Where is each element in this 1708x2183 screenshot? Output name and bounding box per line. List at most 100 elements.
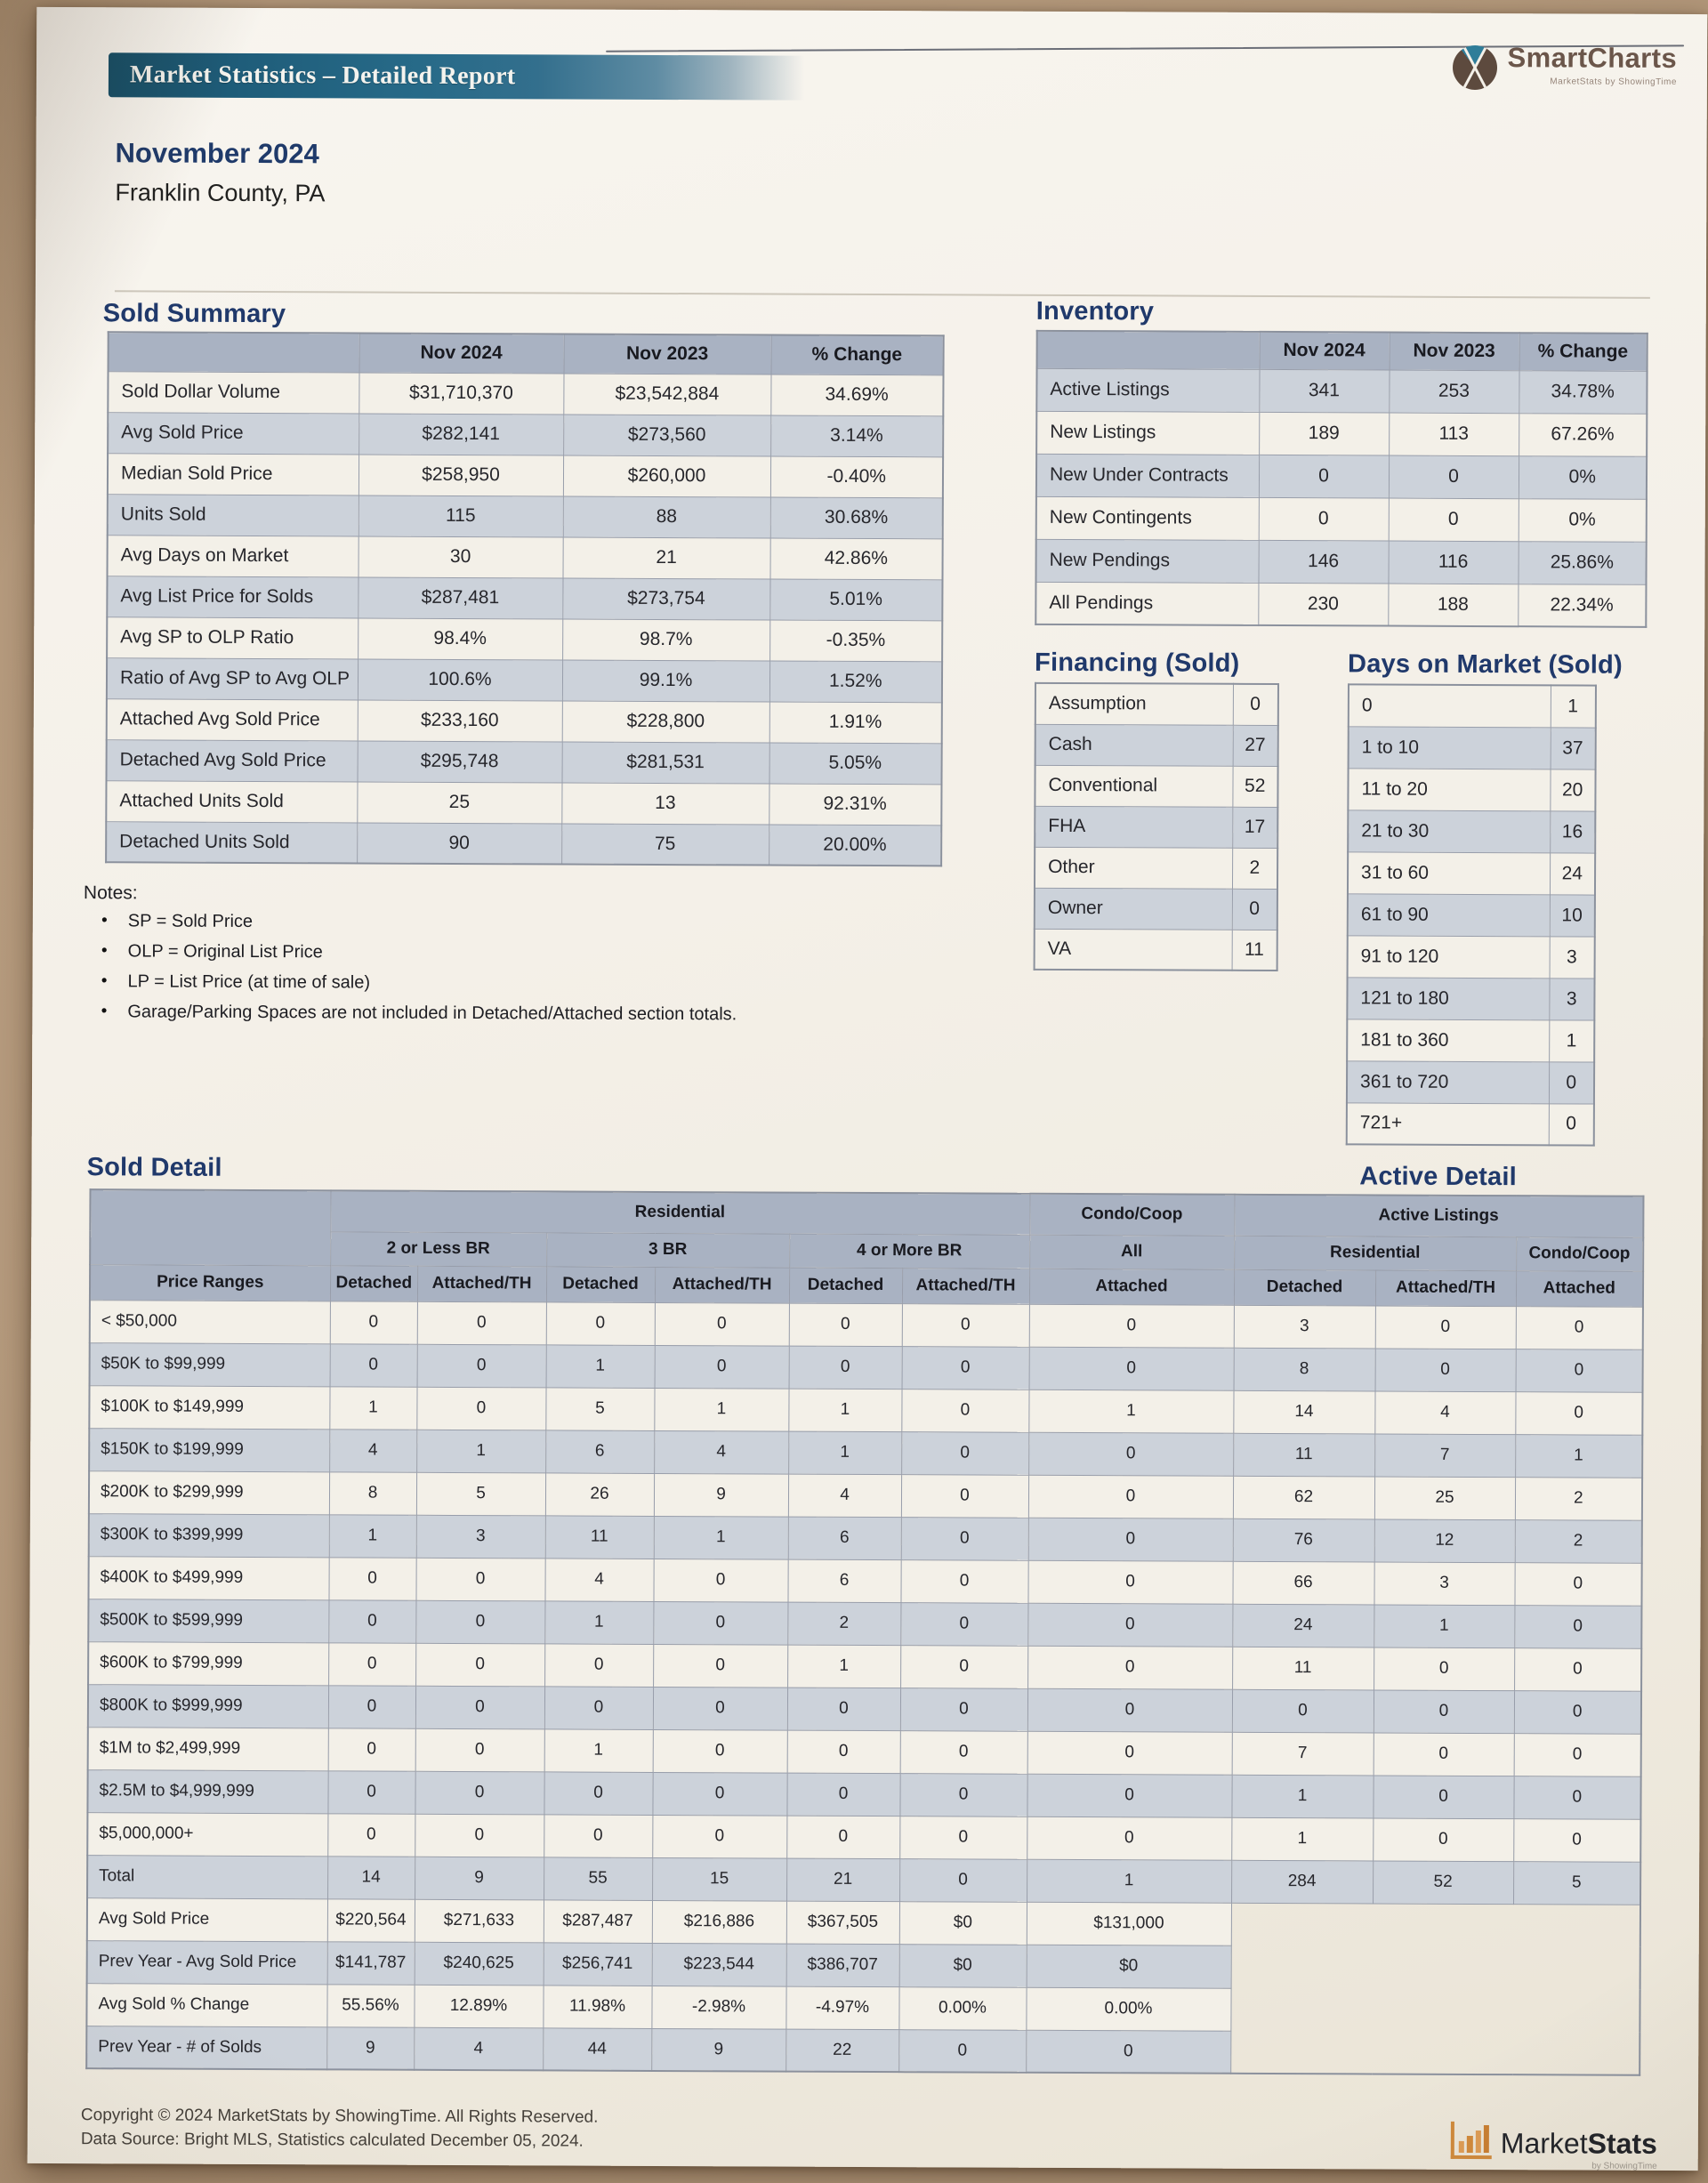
divider-line	[114, 290, 1650, 299]
sold-4br-attached: $0	[898, 1901, 1027, 1945]
copyright-line: Copyright © 2024 MarketStats by ShowingT…	[80, 2106, 599, 2127]
days-on-market-table: 0 1 1 to 10 37 11 to 20 20 21 to 30	[1345, 683, 1597, 1147]
table-row: Detached Units Sold 90 75 20.00%	[106, 821, 942, 866]
sold-3br-attached: 0	[653, 1600, 788, 1645]
value-nov-2024: 100.6%	[357, 658, 563, 701]
sold-4br-attached: 0	[900, 1602, 1028, 1646]
dom-count: 24	[1549, 852, 1596, 895]
value-pct-change: 42.86%	[769, 537, 943, 580]
value-pct-change: 67.26%	[1519, 413, 1648, 456]
dom-range-label: 21 to 30	[1348, 810, 1551, 853]
table-row: Median Sold Price $258,950 $260,000 -0.4…	[107, 453, 944, 498]
value-nov-2024: 30	[358, 536, 563, 578]
sold-4br-detached: -4.97%	[786, 1986, 899, 2030]
dom-count: 0	[1548, 1061, 1595, 1104]
active-attached-th-header: Attached/TH	[1374, 1269, 1517, 1307]
report-region: Franklin County, PA	[115, 179, 326, 207]
col-header-nov-2024: Nov 2024	[359, 333, 564, 374]
report-month-title: November 2024	[115, 137, 319, 170]
value-pct-change: 0%	[1518, 498, 1647, 542]
active-condo-attached: 0	[1513, 1690, 1642, 1734]
dom-range-label: 181 to 360	[1347, 1019, 1550, 1062]
value-nov-2023: $23,542,884	[563, 373, 771, 415]
table-row: New Pendings 146 116 25.86%	[1035, 538, 1647, 584]
value-nov-2023: $273,754	[562, 577, 770, 620]
metric-label: Sold Dollar Volume	[108, 371, 359, 414]
metric-label: Avg Days on Market	[107, 535, 359, 577]
condo-attached-header: Attached	[1028, 1268, 1235, 1305]
price-range-row: $2.5M to $4,999,999 0 0 0 0 0 0 0 1 0 0	[87, 1769, 1641, 1819]
table-row: All Pendings 230 188 22.34%	[1035, 581, 1647, 627]
sold-condo-attached: 1	[1028, 1389, 1234, 1433]
dom-range-label: 11 to 20	[1348, 768, 1551, 811]
active-attached-th: 0	[1373, 1732, 1514, 1776]
sold-3br-detached: 0	[544, 1814, 653, 1857]
dom-range-label: 61 to 90	[1347, 893, 1550, 937]
sold-condo-attached: 0	[1027, 1559, 1233, 1604]
sold-3br-detached: $256,741	[543, 1942, 652, 1986]
col-header-nov-2023: Nov 2023	[563, 334, 771, 375]
sold-3br-attached: 4	[654, 1430, 789, 1474]
sold-3br-attached: $223,544	[651, 1942, 786, 1986]
col-header-pct-change: % Change	[770, 334, 944, 375]
sold-2br-attached: 9	[415, 1856, 544, 1900]
value-nov-2023: 0	[1388, 497, 1519, 542]
sold-3br-detached: 1	[544, 1600, 654, 1644]
value-nov-2024: 146	[1258, 539, 1389, 584]
sold-2br-detached: 9	[326, 2026, 415, 2070]
price-range-label: $2.5M to $4,999,999	[87, 1769, 328, 1814]
sold-2br-detached: 0	[328, 1642, 416, 1686]
active-attached-th: 0	[1374, 1647, 1515, 1691]
table-row: Attached Avg Sold Price $233,160 $228,80…	[106, 698, 942, 744]
sold-condo-attached: $131,000	[1026, 1901, 1232, 1945]
sold-2br-attached: 0	[416, 1301, 546, 1345]
value-pct-change: 30.68%	[769, 496, 943, 539]
sold-2br-detached: 14	[327, 1856, 415, 1899]
metric-label: Avg List Price for Solds	[107, 576, 359, 618]
summary-row: Avg Sold Price $220,564 $271,633 $287,48…	[86, 1897, 1640, 1947]
sold-condo-attached: 0	[1027, 1517, 1233, 1561]
dom-count: 3	[1549, 978, 1595, 1020]
sold-4br-attached: 0	[899, 1688, 1028, 1731]
value-pct-change: 25.86%	[1518, 541, 1647, 584]
value-nov-2023: 188	[1388, 583, 1519, 627]
inventory-table: Nov 2024 Nov 2023 % Change Active Listin…	[1035, 329, 1648, 628]
sold-4br-attached: 0	[899, 1816, 1027, 1859]
sold-condo-attached: $0	[1026, 1944, 1231, 1988]
sold-2br-attached: 0	[416, 1386, 546, 1430]
table-row: 11 to 20 20	[1348, 768, 1596, 811]
sold-2br-attached: 0	[416, 1343, 546, 1388]
report-page: Market Statistics – Detailed Report Smar…	[27, 6, 1708, 2171]
value-nov-2024: $282,141	[359, 413, 564, 455]
summary-row: Avg Sold % Change 55.56% 12.89% 11.98% -…	[86, 1983, 1640, 2033]
value-nov-2024: $31,710,370	[359, 372, 564, 415]
sold-3br-detached: 11.98%	[543, 1985, 652, 2028]
table-row: Avg Days on Market 30 21 42.86%	[107, 535, 943, 580]
active-condo-attached: 0	[1515, 1306, 1643, 1349]
value-nov-2024: 0	[1258, 454, 1390, 498]
table-row: Detached Avg Sold Price $295,748 $281,53…	[106, 739, 942, 785]
sold-3br-detached: 0	[544, 1686, 654, 1729]
sold-4br-detached: 1	[788, 1430, 902, 1475]
sold-2br-detached: 0	[328, 1557, 416, 1600]
financing-type-label: Cash	[1035, 723, 1233, 766]
active-detached: 76	[1232, 1518, 1374, 1562]
metric-label: Detached Avg Sold Price	[106, 739, 358, 782]
value-pct-change: 3.14%	[770, 415, 944, 457]
active-attached-th: 0	[1373, 1775, 1514, 1819]
value-nov-2023: $260,000	[562, 455, 771, 497]
condo-all-header: All	[1029, 1234, 1235, 1269]
sold-4br-attached: 0	[900, 1559, 1028, 1603]
price-range-row: $50K to $99,999 0 0 1 0 0 0 0 8 0 0	[89, 1342, 1643, 1392]
price-range-label: < $50,000	[89, 1300, 330, 1344]
sold-3br-detached: 5	[545, 1387, 655, 1430]
active-attached-th: 0	[1374, 1305, 1516, 1349]
active-attached-th: 25	[1374, 1476, 1516, 1520]
metric-label: Ratio of Avg SP to Avg OLP	[106, 657, 359, 700]
active-listings-group-header: Active Listings	[1234, 1194, 1644, 1237]
value-nov-2023: 113	[1389, 412, 1519, 456]
report-banner: Market Statistics – Detailed Report	[108, 52, 850, 101]
sold-condo-attached: 0	[1027, 1773, 1232, 1817]
sold-summary-table: Nov 2024 Nov 2023 % Change Sold Dollar V…	[105, 331, 945, 867]
